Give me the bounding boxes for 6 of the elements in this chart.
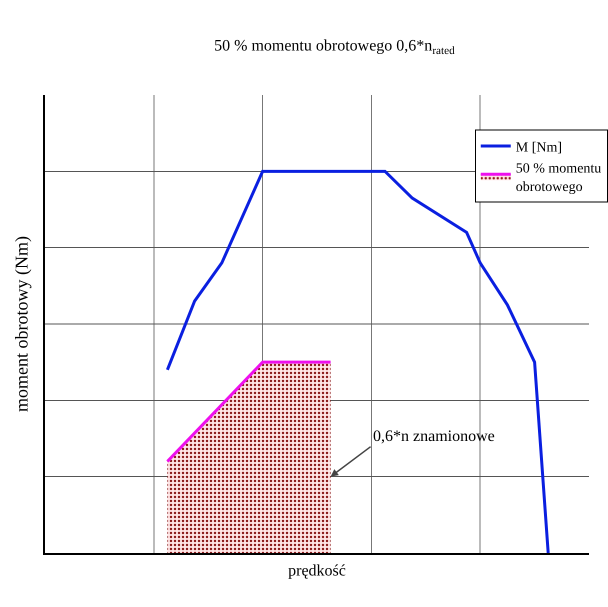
chart-title: 50 % momentu obrotowego 0,6*n$_{rated}$ <box>214 38 456 58</box>
legend-label: 50 % momentu obrotowego <box>516 162 602 195</box>
legend-label: M [Nm] <box>516 140 562 156</box>
y-axis-title: moment obrotowy (Nm) <box>12 236 32 412</box>
annotation: 0,6*n znamionowe <box>373 428 495 445</box>
x-axis-title: prędkość <box>288 562 346 580</box>
